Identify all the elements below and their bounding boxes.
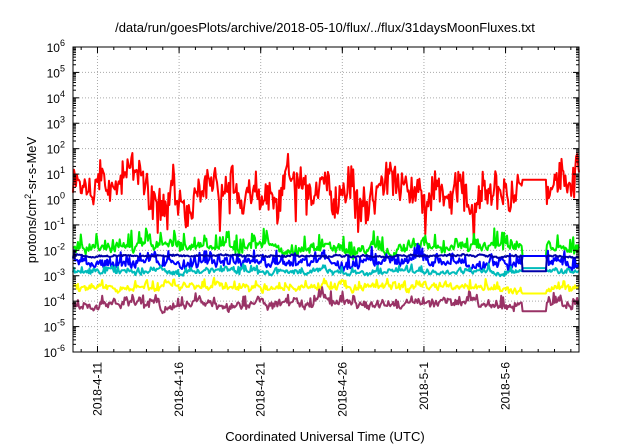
y-tick-labels: 10-6 10-5 10-4 10-3 10-2 10-1 100 101 102 103 104 1…	[44, 38, 65, 360]
y-axis-label: protons/cm2-sr-s-MeV	[23, 136, 39, 263]
x-tick-label: 2018-5-1	[417, 362, 431, 410]
y-axis-label-main: protons/cm	[24, 199, 39, 263]
y-tick-label: 105	[47, 63, 65, 80]
x-tick-label: 2018-5-6	[499, 362, 513, 410]
ticks	[73, 46, 579, 353]
y-tick-label: 10-1	[44, 216, 65, 233]
y-tick-label: 10-2	[44, 241, 65, 258]
y-tick-label: 106	[47, 38, 65, 55]
y-tick-label: 10-4	[44, 292, 65, 309]
series-line-2	[72, 227, 580, 261]
x-tick-label: 2018-4-11	[90, 362, 104, 416]
y-tick-label: 101	[47, 165, 65, 182]
series-line-1	[72, 152, 580, 245]
y-tick-label: 102	[47, 140, 65, 157]
y-tick-label: 10-6	[44, 343, 65, 360]
y-axis-label-rest: -sr-s-MeV	[24, 136, 39, 193]
series-line-5	[72, 252, 580, 273]
x-tick-labels: 2018-4-11 2018-4-16 2018-4-21 2018-4-26 2018…	[90, 362, 512, 417]
y-tick-label: 10-5	[44, 318, 65, 335]
y-tick-label: 100	[47, 191, 65, 208]
x-tick-label: 2018-4-16	[172, 362, 186, 417]
y-tick-label: 10-3	[44, 267, 65, 284]
x-axis-label: Coordinated Universal Time (UTC)	[225, 429, 424, 444]
y-axis-label-sup: 2	[23, 194, 33, 199]
y-tick-label: 104	[47, 89, 65, 106]
y-tick-label: 103	[47, 114, 65, 131]
x-tick-label: 2018-4-21	[254, 362, 268, 417]
series-line-6	[72, 276, 580, 295]
chart-title: /data/run/goesPlots/archive/2018-05-10/f…	[115, 20, 535, 35]
x-tick-label: 2018-4-26	[335, 362, 349, 417]
series-layer	[72, 152, 580, 315]
series-line-4	[72, 262, 580, 278]
series-line-7	[72, 286, 580, 315]
